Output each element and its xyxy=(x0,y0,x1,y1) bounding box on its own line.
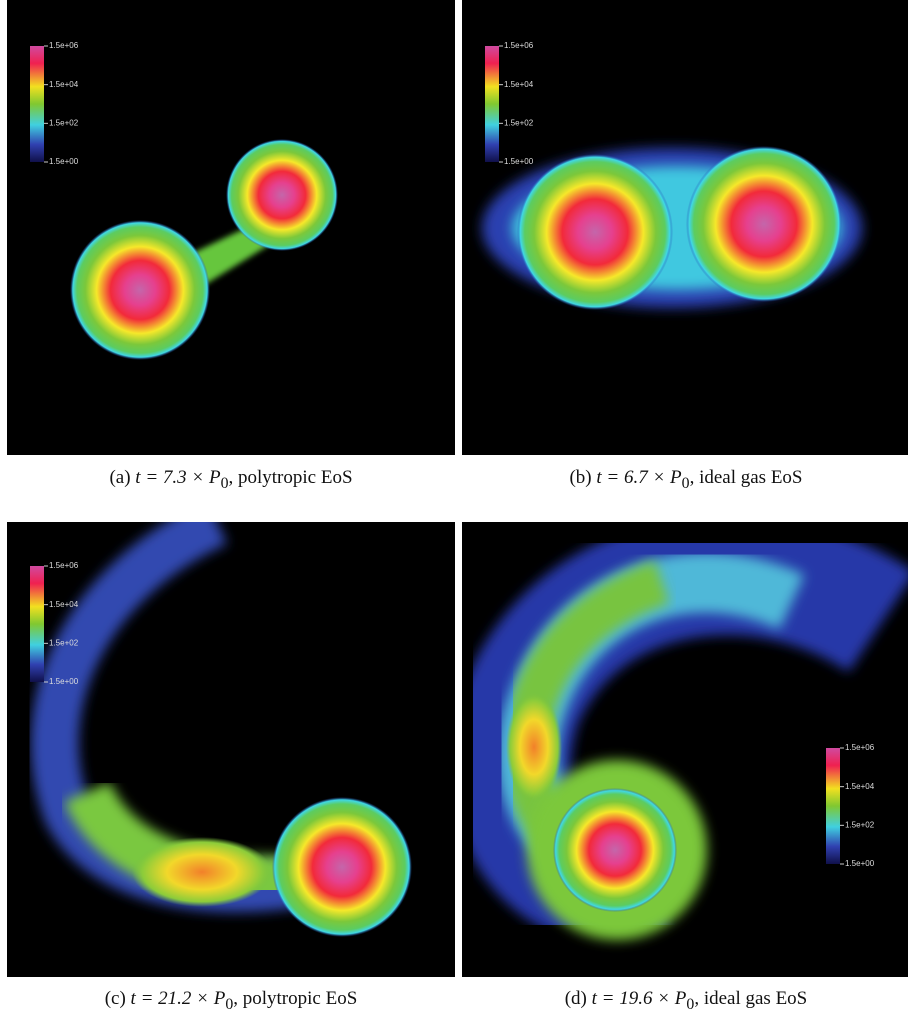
panel-a: 1.5e+06 1.5e+04 1.5e+02 1.5e+00 xyxy=(7,0,455,455)
panel-b: 1.5e+06 1.5e+04 1.5e+02 1.5e+00 xyxy=(462,0,908,455)
star xyxy=(553,788,677,912)
panel-d: 1.5e+06 1.5e+04 1.5e+02 1.5e+00 xyxy=(462,522,908,977)
caption: (c) t = 21.2 × P0, polytropic EoS xyxy=(104,988,358,1013)
colorbar-label: 1.5e+02 xyxy=(49,118,79,127)
colorbar-label: 1.5e+04 xyxy=(845,782,875,791)
colorbar-label: 1.5e+06 xyxy=(49,561,79,570)
star xyxy=(517,154,673,310)
caption: (b) t = 6.7 × P0, ideal gas EoS xyxy=(569,467,803,492)
blob xyxy=(506,692,562,802)
colorbar-label: 1.5e+02 xyxy=(845,820,875,829)
colorbar-label: 1.5e+02 xyxy=(504,118,534,127)
colorbar-label: 1.5e+00 xyxy=(49,677,79,686)
star xyxy=(226,139,338,251)
colorbar-label: 1.5e+04 xyxy=(49,600,79,609)
colorbar xyxy=(30,46,44,162)
colorbar-label: 1.5e+00 xyxy=(49,157,79,166)
colorbar-label: 1.5e+06 xyxy=(504,41,534,50)
colorbar-label: 1.5e+00 xyxy=(504,157,534,166)
colorbar xyxy=(826,748,840,864)
colorbar xyxy=(30,566,44,682)
caption: (d) t = 19.6 × P0, ideal gas EoS xyxy=(564,988,808,1013)
star xyxy=(272,797,412,937)
blob xyxy=(132,837,272,907)
colorbar-label: 1.5e+04 xyxy=(49,80,79,89)
panel-c: 1.5e+06 1.5e+04 1.5e+02 1.5e+00 xyxy=(7,522,455,977)
colorbar-label: 1.5e+06 xyxy=(845,743,875,752)
caption: (a) t = 7.3 × P0, polytropic EoS xyxy=(109,467,353,492)
star xyxy=(70,220,210,360)
colorbar xyxy=(485,46,499,162)
colorbar-label: 1.5e+04 xyxy=(504,80,534,89)
colorbar-label: 1.5e+02 xyxy=(49,638,79,647)
star xyxy=(686,146,842,302)
colorbar-label: 1.5e+00 xyxy=(845,859,875,868)
colorbar-label: 1.5e+06 xyxy=(49,41,79,50)
